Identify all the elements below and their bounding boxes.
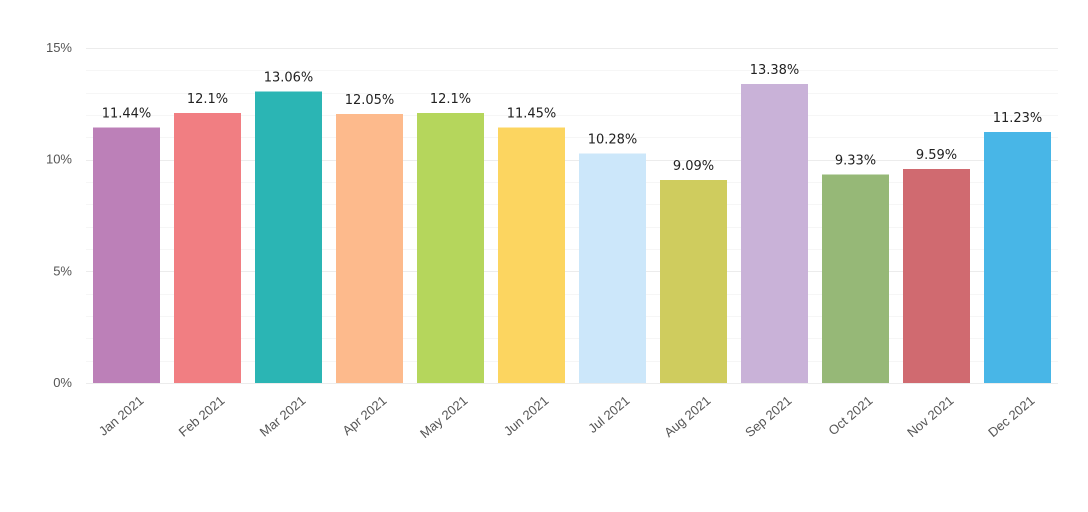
x-tick-label: May 2021 — [417, 393, 470, 441]
bar — [822, 174, 889, 383]
x-tick-label: Jun 2021 — [501, 393, 552, 439]
x-tick-label: Oct 2021 — [825, 393, 875, 438]
data-label: 13.06% — [264, 70, 314, 85]
bar — [93, 127, 160, 383]
bar — [660, 180, 727, 383]
bar — [417, 112, 484, 384]
data-label: 9.59% — [916, 148, 957, 163]
gridlines — [86, 48, 1058, 384]
data-label: 13.38% — [750, 63, 800, 78]
bar — [741, 84, 808, 383]
bar — [174, 112, 241, 384]
bar — [336, 113, 403, 384]
bar — [903, 168, 970, 383]
data-label: 12.1% — [187, 92, 228, 107]
data-label: 11.44% — [102, 107, 152, 122]
bar — [984, 132, 1051, 383]
data-label: 12.1% — [430, 92, 471, 107]
x-tick-label: Jul 2021 — [585, 393, 632, 436]
x-tick-label: Aug 2021 — [661, 393, 713, 440]
bar — [579, 153, 646, 383]
data-label: 9.33% — [835, 154, 876, 169]
x-tick-label: Feb 2021 — [176, 393, 228, 440]
bars — [93, 84, 1051, 384]
y-tick-label: 15% — [46, 40, 72, 55]
x-tick-label: Nov 2021 — [904, 393, 956, 440]
data-label: 10.28% — [588, 132, 638, 147]
y-axis-ticks: 0% 5% 10% 15% — [46, 40, 72, 390]
data-label: 12.05% — [345, 93, 395, 108]
x-tick-label: Mar 2021 — [257, 393, 309, 440]
data-labels: 11.44% 12.1% 13.06% 12.05% 12.1% 11.45% 10.28%… — [102, 63, 1043, 174]
x-tick-label: Sep 2021 — [742, 393, 794, 440]
x-tick-label: Apr 2021 — [339, 393, 389, 438]
y-tick-label: 5% — [53, 263, 72, 278]
x-tick-label: Dec 2021 — [985, 393, 1037, 440]
y-tick-label: 0% — [53, 375, 72, 390]
x-axis-ticks: Jan 2021 Feb 2021 Mar 2021 Apr 2021 May 2021… — [96, 393, 1038, 441]
y-tick-label: 10% — [46, 152, 72, 167]
data-label: 9.09% — [673, 159, 714, 174]
data-label: 11.45% — [507, 106, 557, 121]
x-tick-label: Jan 2021 — [96, 393, 147, 439]
bar — [255, 91, 322, 384]
data-label: 11.23% — [993, 111, 1043, 126]
bar — [498, 127, 565, 383]
